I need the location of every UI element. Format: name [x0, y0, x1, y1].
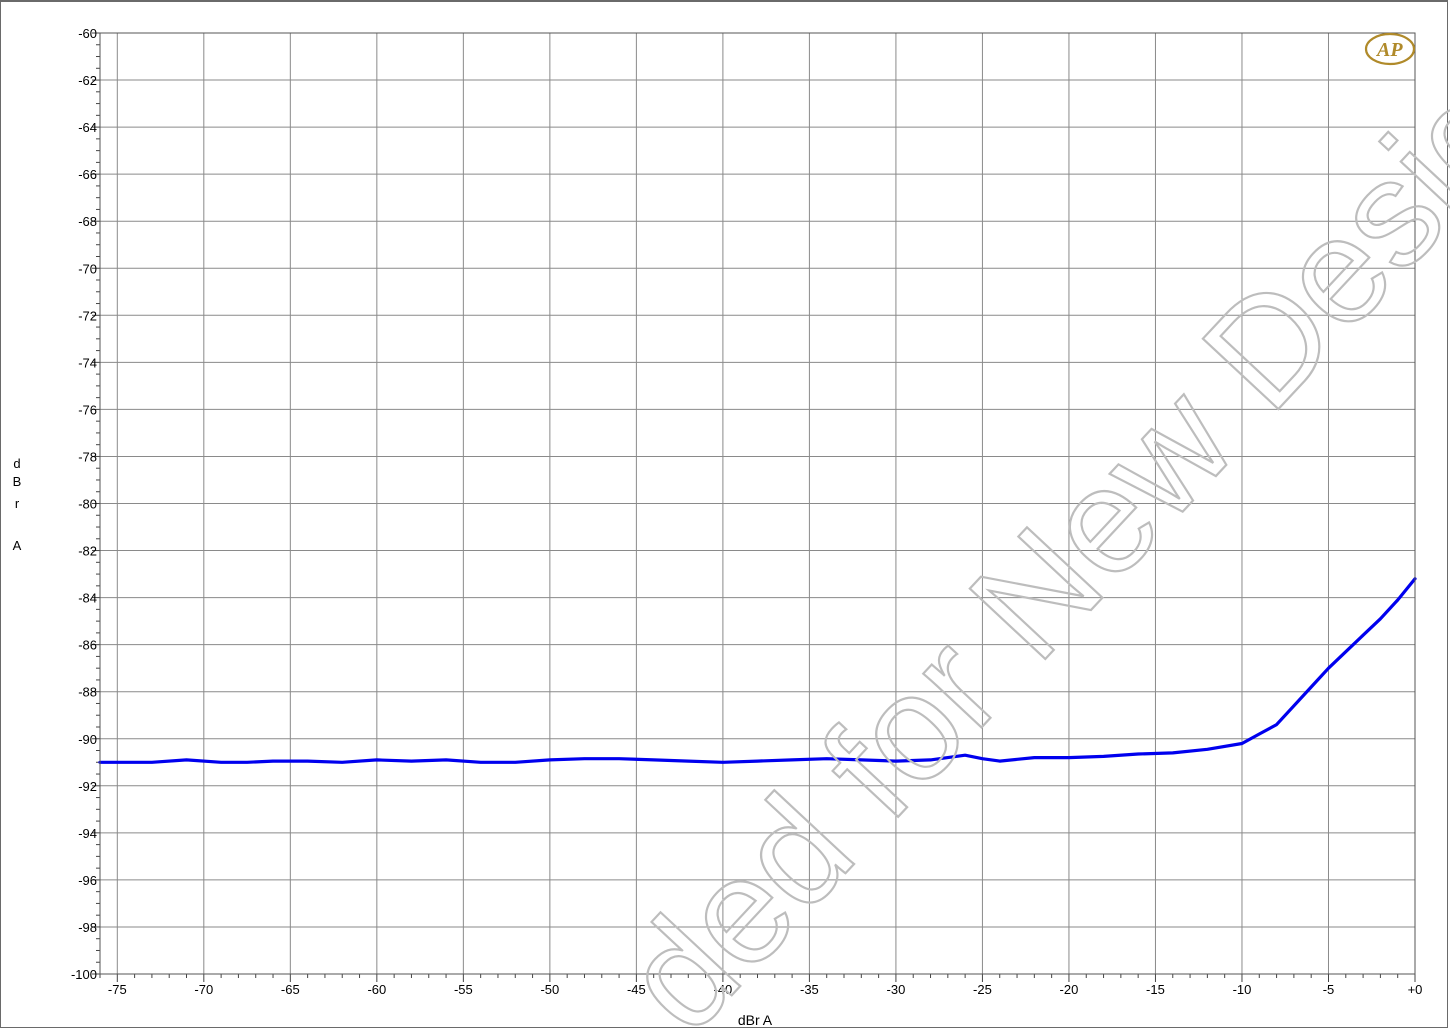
y-tick-label: -82: [78, 544, 97, 559]
x-tick-label: -75: [108, 982, 127, 997]
y-axis-label-letter: r: [14, 496, 20, 511]
series-line: [98, 577, 1417, 764]
y-tick-label: -92: [78, 779, 97, 794]
x-tick-label: -25: [973, 982, 992, 997]
x-tick-label: -10: [1233, 982, 1252, 997]
x-tick-label: -35: [800, 982, 819, 997]
y-tick-label: -90: [78, 732, 97, 747]
axis-ticks: [92, 32, 1416, 982]
y-tick-label: -88: [78, 685, 97, 700]
x-tick-label: -60: [367, 982, 386, 997]
y-tick-label: -76: [78, 402, 97, 417]
x-tick-label: -45: [627, 982, 646, 997]
y-tick-label: -80: [78, 497, 97, 512]
x-tick-label: -30: [887, 982, 906, 997]
y-tick-label: -62: [78, 73, 97, 88]
y-tick-label: -70: [78, 261, 97, 276]
y-tick-label: -98: [78, 920, 97, 935]
plot-border: [99, 32, 1416, 975]
y-tick-label: -64: [78, 120, 97, 135]
y-tick-label: -68: [78, 214, 97, 229]
ap-logo: AP: [1364, 32, 1416, 66]
y-tick-label: -72: [78, 308, 97, 323]
x-axis-label: dBr A: [737, 1012, 773, 1028]
ap-logo-text: AP: [1375, 39, 1403, 61]
tick-labels: -75 -70 -65 -60 -55 -50 -45 -40 -35 -30 -25 -20 -15 -…: [71, 26, 1422, 997]
y-tick-label: -96: [78, 873, 97, 888]
x-tick-label: -20: [1060, 982, 1079, 997]
x-tick-label: +0: [1408, 982, 1423, 997]
grid: [100, 32, 1416, 975]
y-tick-label: -100: [71, 967, 97, 982]
y-axis-label-letter: d: [13, 456, 21, 471]
y-tick-label: -74: [78, 355, 97, 370]
x-tick-label: -5: [1323, 982, 1335, 997]
y-tick-label: -60: [78, 26, 97, 41]
y-axis-label-letter: B: [12, 474, 22, 489]
y-tick-label: -86: [78, 638, 97, 653]
y-tick-label: -94: [78, 826, 97, 841]
y-tick-label: -84: [78, 591, 97, 606]
y-axis-label-letter: A: [12, 538, 22, 553]
x-tick-label: -15: [1146, 982, 1165, 997]
series: [98, 577, 1417, 764]
x-tick-label: -70: [194, 982, 213, 997]
y-tick-label: -78: [78, 449, 97, 464]
x-tick-label: -65: [281, 982, 300, 997]
x-tick-label: -50: [540, 982, 559, 997]
x-tick-label: -40: [713, 982, 732, 997]
y-tick-label: -66: [78, 167, 97, 182]
x-tick-label: -55: [454, 982, 473, 997]
